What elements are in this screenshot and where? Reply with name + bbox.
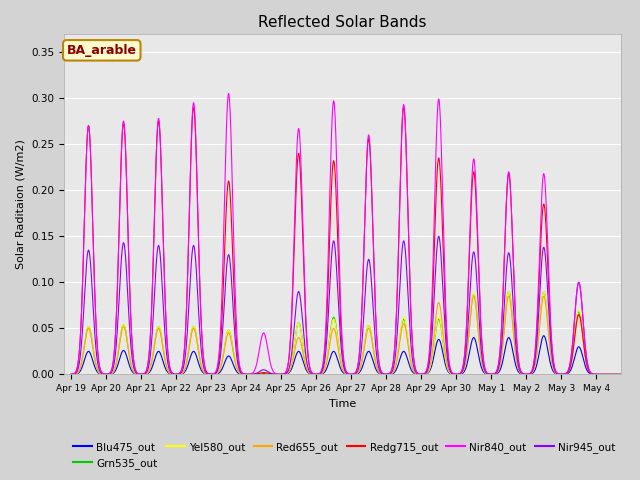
Grn535_out [67,372,75,377]
Nir840_out [621,372,629,377]
Yel580_out [472,304,480,310]
Nir840_out [508,227,516,233]
Grn535_out [540,288,548,294]
Red655_out [540,293,548,299]
Redg715_out [423,367,431,372]
Red655_out [542,302,550,308]
Line: Nir840_out: Nir840_out [71,94,631,374]
Title: Reflected Solar Bands: Reflected Solar Bands [258,15,427,30]
Grn535_out [508,311,516,316]
Line: Yel580_out: Yel580_out [71,291,631,374]
Yel580_out [542,298,550,304]
Blu475_out [472,341,480,347]
Blu475_out [540,333,548,338]
Red655_out [508,314,516,320]
Nir840_out [67,372,75,377]
Red655_out [472,307,480,312]
Yel580_out [627,372,635,377]
Nir840_out [627,372,635,377]
Nir945_out [472,273,480,278]
Line: Nir945_out: Nir945_out [71,236,631,374]
Nir945_out [435,233,442,239]
Blu475_out [542,337,550,343]
Redg715_out [542,221,550,227]
Nir945_out [423,369,431,374]
Text: BA_arable: BA_arable [67,44,137,57]
Y-axis label: Solar Raditaion (W/m2): Solar Raditaion (W/m2) [15,139,26,269]
X-axis label: Time: Time [329,399,356,408]
Red655_out [67,372,75,377]
Nir840_out [472,198,480,204]
Redg715_out [472,208,480,214]
Blu475_out [627,372,635,377]
Nir945_out [182,349,189,355]
Redg715_out [627,372,635,377]
Red655_out [182,363,189,369]
Nir840_out [423,365,431,371]
Yel580_out [67,372,75,377]
Redg715_out [182,325,189,331]
Blu475_out [423,371,431,377]
Line: Grn535_out: Grn535_out [71,291,631,374]
Red655_out [621,372,629,377]
Grn535_out [423,371,431,376]
Nir945_out [542,259,550,265]
Nir840_out [182,324,189,330]
Blu475_out [508,344,516,350]
Line: Blu475_out: Blu475_out [71,336,631,374]
Redg715_out [67,372,75,377]
Grn535_out [472,305,480,311]
Redg715_out [621,372,629,377]
Yel580_out [182,363,189,369]
Nir945_out [67,372,75,377]
Yel580_out [423,371,431,376]
Nir945_out [621,372,629,377]
Blu475_out [621,372,629,377]
Legend: Blu475_out, Grn535_out, Yel580_out, Red655_out, Redg715_out, Nir840_out, Nir945_: Blu475_out, Grn535_out, Yel580_out, Red6… [69,438,620,473]
Red655_out [423,370,431,376]
Grn535_out [621,372,629,377]
Nir945_out [627,372,635,377]
Nir840_out [542,194,550,200]
Yel580_out [621,372,629,377]
Blu475_out [67,372,75,377]
Redg715_out [508,228,516,234]
Grn535_out [182,363,189,369]
Yel580_out [540,288,548,294]
Line: Red655_out: Red655_out [71,296,631,374]
Line: Redg715_out: Redg715_out [71,108,631,374]
Nir945_out [508,285,516,291]
Yel580_out [508,311,516,316]
Grn535_out [627,372,635,377]
Redg715_out [190,105,198,110]
Red655_out [627,372,635,377]
Nir840_out [225,91,232,96]
Grn535_out [542,298,550,304]
Blu475_out [182,368,189,373]
